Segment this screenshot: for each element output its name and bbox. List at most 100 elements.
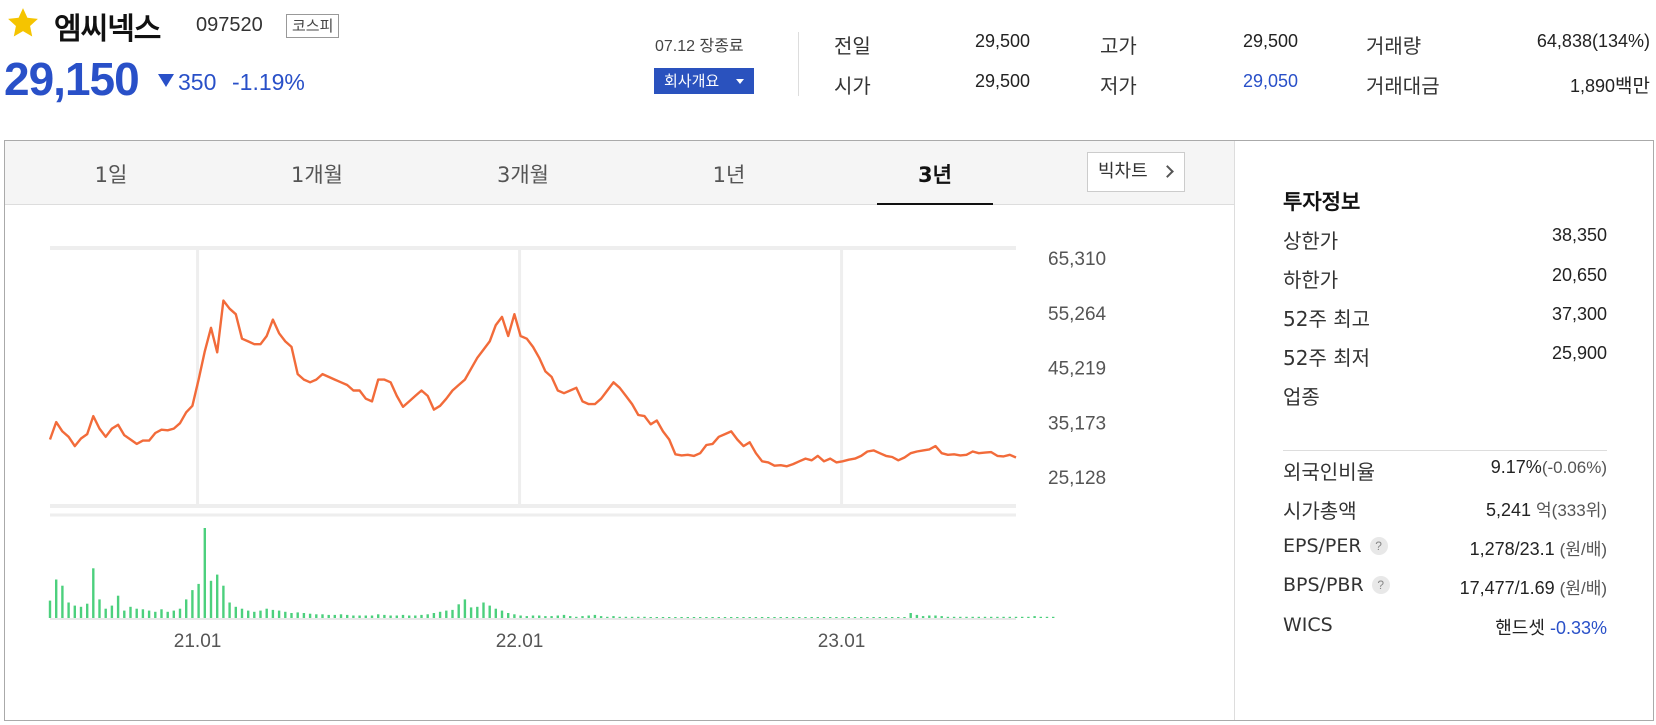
volume-bar <box>773 617 776 618</box>
volume-bar <box>73 605 76 618</box>
volume-bar <box>915 614 919 618</box>
stock-code: 097520 <box>196 14 263 36</box>
volume-bar <box>104 608 107 618</box>
volume-bar <box>606 616 609 618</box>
volume-bar <box>643 616 646 618</box>
eps-per-value: 1,278/23.1 (원/배) <box>1470 535 1607 560</box>
wics-sector[interactable]: 핸드셋 <box>1495 618 1545 638</box>
52week-high-value: 37,300 <box>1551 304 1607 324</box>
volume-bar <box>593 614 597 618</box>
volume-bar <box>401 614 405 618</box>
volume-bar <box>265 608 268 618</box>
volume-bar <box>55 579 58 618</box>
market-cap-rank: 억(333위) <box>1536 501 1607 520</box>
volume-bar <box>389 615 392 618</box>
volume-bar <box>209 580 213 618</box>
volume-bar <box>538 615 541 618</box>
volume-bar <box>438 611 442 618</box>
volume-bar <box>315 614 318 618</box>
volume-bar <box>147 610 151 618</box>
volume-bar <box>711 617 714 618</box>
volume-bar <box>364 615 367 618</box>
volume-bar <box>383 614 386 618</box>
volume-bar <box>754 617 758 618</box>
volume-bar <box>92 568 95 618</box>
volume-bar <box>476 606 479 618</box>
volume-bar <box>674 617 677 618</box>
volume-bar <box>705 617 708 618</box>
volume-bar <box>346 614 349 618</box>
favorite-star-icon[interactable] <box>6 6 40 40</box>
tab-1year[interactable]: 1년 <box>712 163 746 187</box>
volume-bar <box>333 614 336 618</box>
volume-bar <box>185 599 188 618</box>
volume-bar <box>525 616 528 618</box>
volume-bar <box>990 616 993 618</box>
volume-bar <box>1027 616 1030 618</box>
volume-bar <box>172 610 175 618</box>
tab-1month[interactable]: 1개월 <box>290 163 343 187</box>
volume-bar <box>860 617 863 618</box>
caret-down-icon <box>736 79 744 84</box>
x-tick-label: 22.01 <box>496 631 544 652</box>
volume-bar <box>302 613 306 618</box>
volume-bar <box>352 615 355 618</box>
price-change: 350 <box>178 69 217 95</box>
volume-bar <box>829 617 832 618</box>
period-tabs: 1일 1개월 3개월 1년 3년 빅차트 <box>5 141 1234 205</box>
volume-bar <box>612 616 615 618</box>
volume-bar <box>835 617 838 618</box>
volume-bar <box>432 613 436 618</box>
volume-bar <box>531 615 535 618</box>
open-label: 시가 <box>834 74 871 98</box>
volume-bar <box>253 611 256 618</box>
volume-bar <box>909 613 912 618</box>
volume-bar <box>160 609 163 618</box>
help-icon[interactable]: ? <box>1371 576 1390 594</box>
volume-label: 거래량 <box>1366 34 1422 58</box>
volume-bar <box>965 616 968 618</box>
volume-bar <box>507 613 510 618</box>
high-value: 29,500 <box>1242 31 1298 51</box>
volume-bar <box>1052 616 1055 618</box>
volume-bar <box>48 600 52 618</box>
volume-bar <box>216 574 219 618</box>
bps-pbr-number: 17,477/1.69 <box>1459 578 1555 598</box>
volume-bar <box>556 615 559 618</box>
volume-bar <box>358 615 361 618</box>
low-label: 저가 <box>1100 74 1137 98</box>
help-icon[interactable]: ? <box>1369 537 1388 555</box>
low-value: 29,050 <box>1242 71 1298 91</box>
volume-bar <box>767 617 770 618</box>
volume-bar <box>897 617 900 618</box>
volume-bar <box>921 616 925 618</box>
tab-3month[interactable]: 3개월 <box>496 163 549 187</box>
active-tab-indicator <box>877 203 993 205</box>
volume-bar <box>1039 616 1042 618</box>
tab-3year[interactable]: 3년 <box>918 163 952 187</box>
x-tick-label: 23.01 <box>818 631 866 652</box>
investment-info-panel: 투자정보 상한가 38,350 하한가 20,650 52주 최고 37,300… <box>1235 141 1653 720</box>
volume-bar <box>482 602 485 618</box>
chevron-right-icon <box>1161 165 1174 178</box>
company-overview-button[interactable]: 회사개요 <box>654 68 754 94</box>
volume-bar <box>959 616 962 618</box>
wics-value: 핸드셋 -0.33% <box>1495 614 1607 640</box>
volume-bar <box>1002 616 1005 618</box>
tab-1day[interactable]: 1일 <box>94 163 128 187</box>
eps-per-label: EPS/PER? <box>1283 535 1388 557</box>
52week-high-label: 52주 최고 <box>1283 307 1371 331</box>
volume-bar <box>878 617 881 618</box>
big-chart-button[interactable]: 빅차트 <box>1087 152 1185 192</box>
volume-bar <box>240 608 244 618</box>
volume-bar <box>562 614 566 618</box>
volume-bar <box>940 616 943 618</box>
volume-bar <box>222 585 225 618</box>
y-tick-label: 25,128 <box>1048 468 1106 489</box>
volume-bar <box>742 617 745 618</box>
volume-bar <box>779 617 782 618</box>
volume-bar <box>668 617 671 618</box>
volume-bar <box>445 610 448 618</box>
volume-bar <box>618 616 621 618</box>
market-cap-value: 5,241 억(333위) <box>1486 496 1607 521</box>
